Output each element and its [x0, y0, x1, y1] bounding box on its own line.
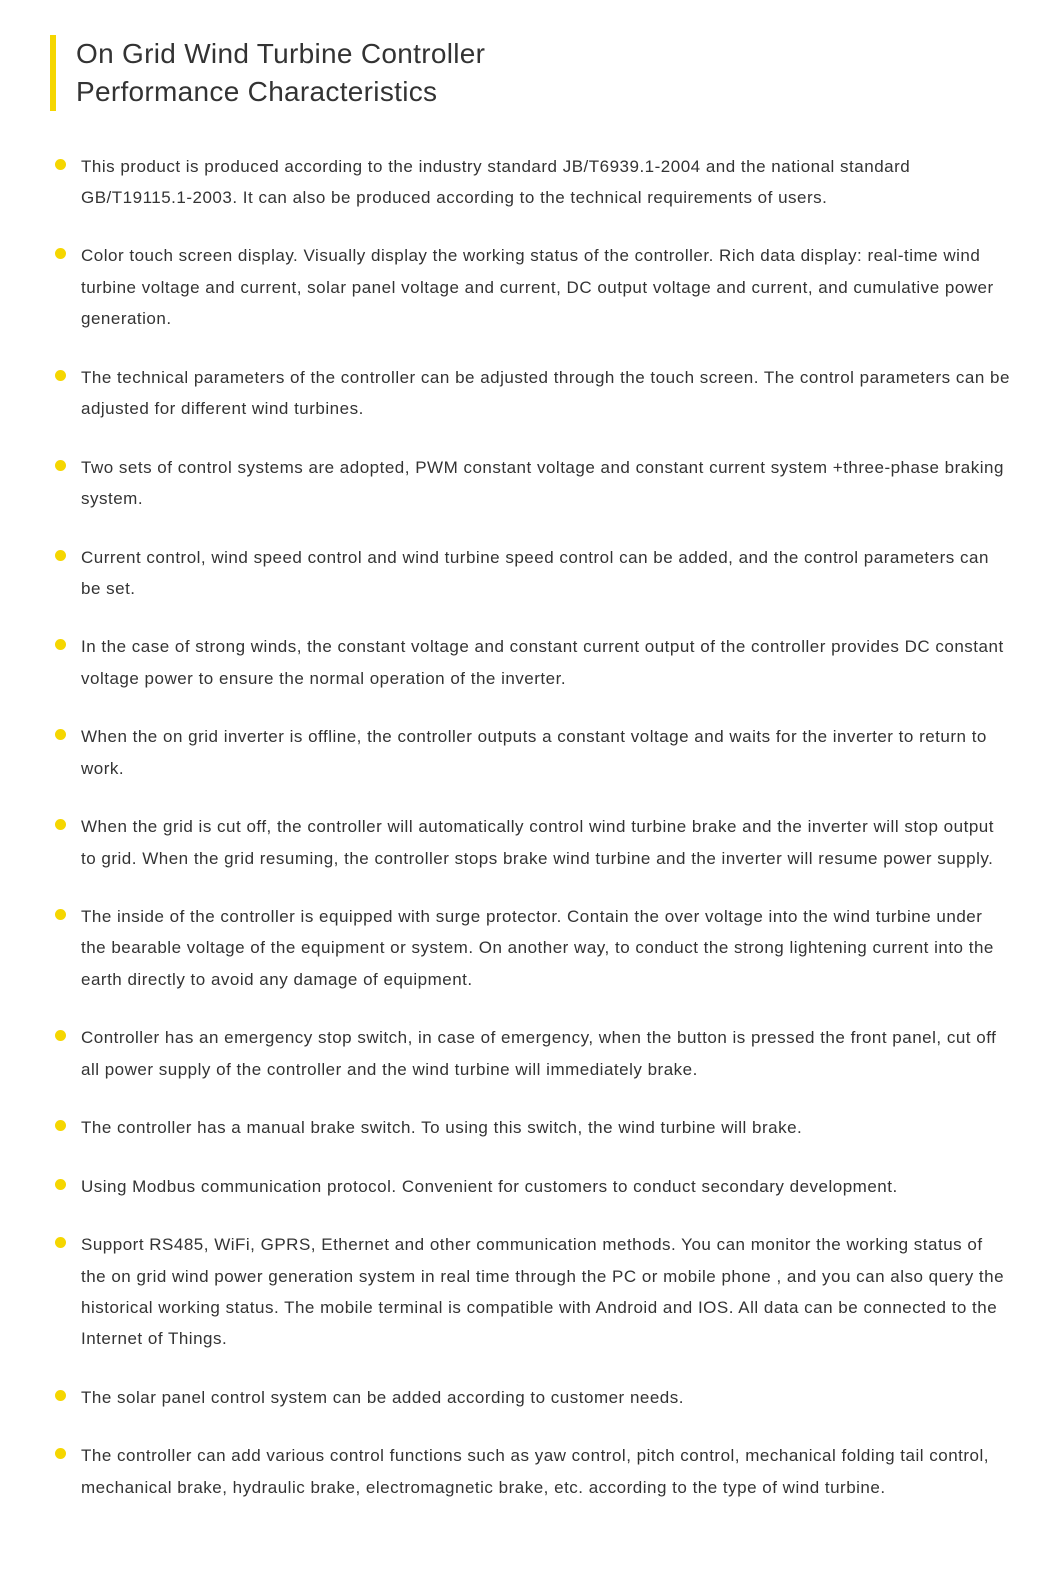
feature-item: Two sets of control systems are adopted,… [55, 452, 1010, 515]
feature-text: Color touch screen display. Visually dis… [81, 240, 1010, 334]
feature-item: The controller has a manual brake switch… [55, 1112, 1010, 1143]
feature-text: Current control, wind speed control and … [81, 542, 1010, 605]
features-list: This product is produced according to th… [50, 151, 1010, 1504]
bullet-icon [55, 639, 66, 650]
feature-item: Color touch screen display. Visually dis… [55, 240, 1010, 334]
bullet-icon [55, 159, 66, 170]
feature-text: The controller has a manual brake switch… [81, 1112, 802, 1143]
bullet-icon [55, 1390, 66, 1401]
feature-text: Two sets of control systems are adopted,… [81, 452, 1010, 515]
feature-item: In the case of strong winds, the constan… [55, 631, 1010, 694]
heading-line-1: On Grid Wind Turbine Controller [76, 35, 485, 73]
bullet-icon [55, 909, 66, 920]
bullet-icon [55, 248, 66, 259]
heading-text: On Grid Wind Turbine Controller Performa… [76, 35, 485, 111]
feature-text: When the grid is cut off, the controller… [81, 811, 1010, 874]
feature-item: Support RS485, WiFi, GPRS, Ethernet and … [55, 1229, 1010, 1355]
feature-text: Controller has an emergency stop switch,… [81, 1022, 1010, 1085]
bullet-icon [55, 1237, 66, 1248]
feature-text: In the case of strong winds, the constan… [81, 631, 1010, 694]
feature-item: When the on grid inverter is offline, th… [55, 721, 1010, 784]
feature-text: This product is produced according to th… [81, 151, 1010, 214]
bullet-icon [55, 1120, 66, 1131]
heading-line-2: Performance Characteristics [76, 73, 485, 111]
feature-text: Support RS485, WiFi, GPRS, Ethernet and … [81, 1229, 1010, 1355]
feature-text: The solar panel control system can be ad… [81, 1382, 684, 1413]
bullet-icon [55, 819, 66, 830]
feature-item: The technical parameters of the controll… [55, 362, 1010, 425]
feature-text: When the on grid inverter is offline, th… [81, 721, 1010, 784]
heading-block: On Grid Wind Turbine Controller Performa… [50, 35, 1010, 111]
feature-item: This product is produced according to th… [55, 151, 1010, 214]
feature-item: Controller has an emergency stop switch,… [55, 1022, 1010, 1085]
feature-text: The technical parameters of the controll… [81, 362, 1010, 425]
bullet-icon [55, 460, 66, 471]
feature-item: The controller can add various control f… [55, 1440, 1010, 1503]
bullet-icon [55, 1179, 66, 1190]
feature-text: The controller can add various control f… [81, 1440, 1010, 1503]
feature-item: The solar panel control system can be ad… [55, 1382, 1010, 1413]
bullet-icon [55, 729, 66, 740]
feature-item: Using Modbus communication protocol. Con… [55, 1171, 1010, 1202]
feature-item: The inside of the controller is equipped… [55, 901, 1010, 995]
heading-accent-bar [50, 35, 56, 111]
bullet-icon [55, 1030, 66, 1041]
feature-item: Current control, wind speed control and … [55, 542, 1010, 605]
bullet-icon [55, 370, 66, 381]
feature-item: When the grid is cut off, the controller… [55, 811, 1010, 874]
bullet-icon [55, 550, 66, 561]
feature-text: The inside of the controller is equipped… [81, 901, 1010, 995]
feature-text: Using Modbus communication protocol. Con… [81, 1171, 898, 1202]
bullet-icon [55, 1448, 66, 1459]
